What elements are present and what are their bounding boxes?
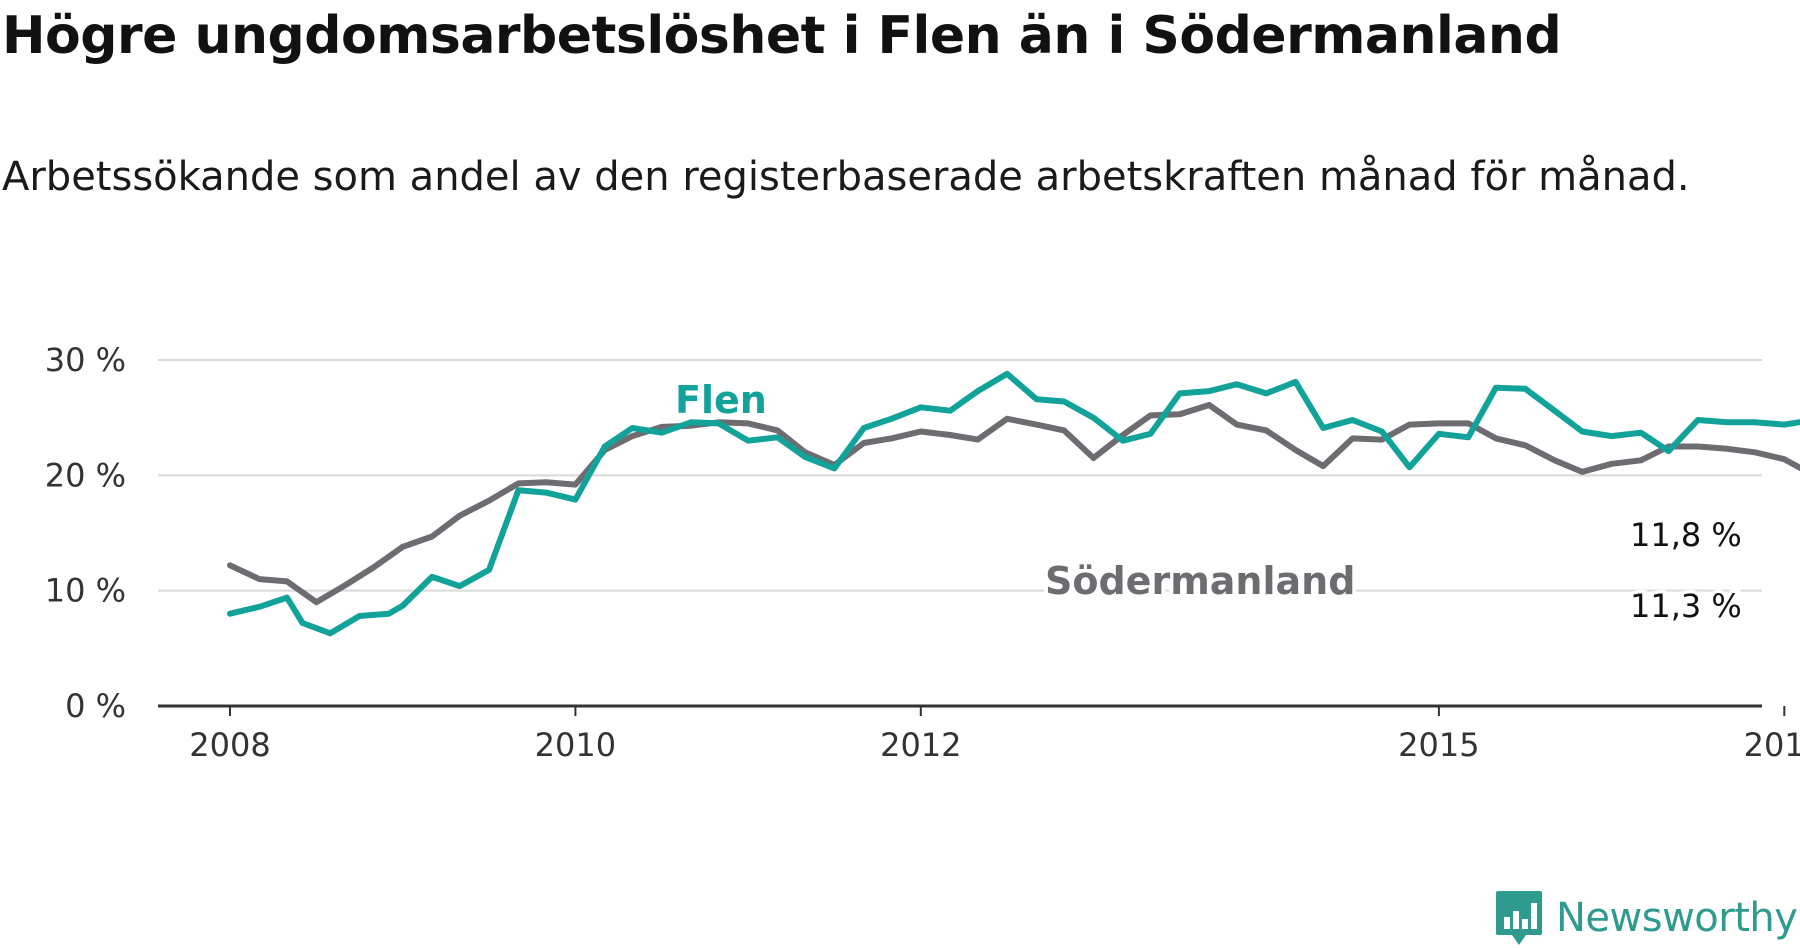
y-tick-label-20: 20 %	[45, 456, 126, 494]
x-tick-label-2012: 2012	[880, 726, 961, 764]
x-axis: 20082010201220152017202020222024	[158, 704, 1800, 764]
brand-logo: Newsworthy	[1494, 888, 1798, 948]
end-label-sodermanland: 11,3 %	[1630, 587, 1742, 625]
brand-name: Newsworthy	[1556, 895, 1798, 941]
grid-lines	[158, 359, 1762, 592]
x-tick-label-2015: 2015	[1398, 726, 1479, 764]
chart-title: Högre ungdomsarbetslöshet i Flen än i Sö…	[2, 6, 1562, 66]
series-labels: Flen Södermanland 11,8 % 11,3 %	[671, 374, 1745, 629]
x-tick-label-2017: 2017	[1744, 726, 1800, 764]
series-label-flen: Flen	[675, 378, 767, 422]
y-tick-label-10: 10 %	[45, 572, 126, 610]
chart-subtitle: Arbetssökande som andel av den registerb…	[2, 154, 1690, 200]
series-lines	[227, 370, 1800, 637]
y-tick-label-30: 30 %	[45, 341, 126, 379]
series-line-flen	[227, 370, 1800, 637]
y-axis-tick-labels: 0 % 10 % 20 % 30 %	[45, 341, 126, 725]
newsworthy-logo-icon	[1496, 891, 1542, 945]
series-line-s-dermanland	[227, 402, 1800, 606]
series-label-sodermanland: Södermanland	[1045, 559, 1355, 603]
x-tick-label-2010: 2010	[535, 726, 616, 764]
y-tick-label-0: 0 %	[65, 687, 126, 725]
x-tick-label-2008: 2008	[189, 726, 270, 764]
end-label-flen: 11,8 %	[1630, 516, 1742, 554]
